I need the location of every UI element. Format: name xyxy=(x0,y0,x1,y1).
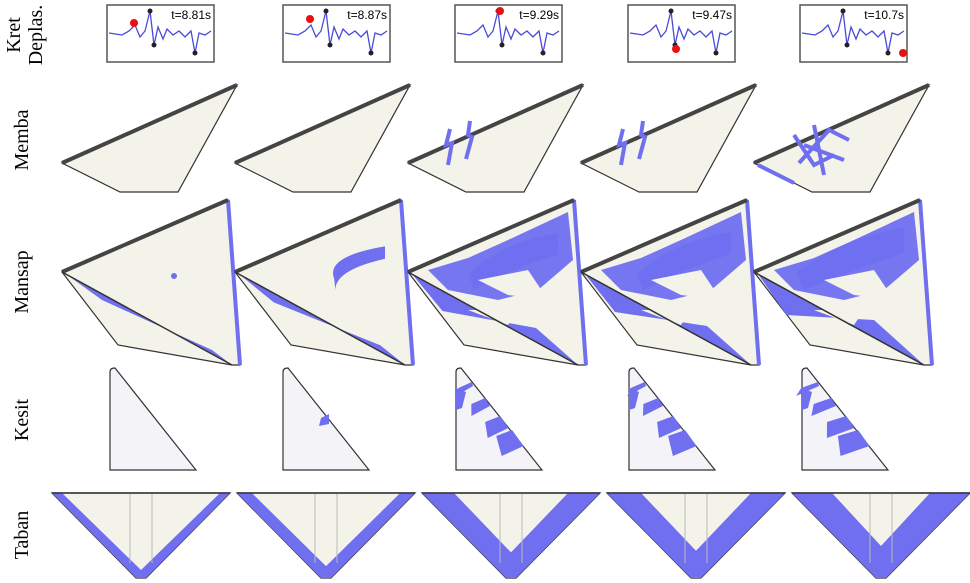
displacement-plot: t=9.47s xyxy=(628,5,735,62)
upstream-face xyxy=(581,85,756,192)
upstream-face xyxy=(754,85,929,192)
face xyxy=(62,200,240,365)
time-dot xyxy=(899,49,907,57)
base xyxy=(422,493,600,578)
peak-dot xyxy=(841,9,846,14)
section xyxy=(456,368,542,470)
displacement-plot: t=8.87s xyxy=(283,5,390,62)
upstream-face xyxy=(408,85,583,192)
time-dot xyxy=(130,19,138,27)
base xyxy=(237,493,415,578)
section xyxy=(627,368,715,470)
base xyxy=(792,493,970,578)
time-dot xyxy=(496,7,504,15)
base-shape xyxy=(52,493,230,578)
peak-dot xyxy=(500,43,505,48)
section xyxy=(110,368,196,470)
time-label: t=9.47s xyxy=(692,8,732,22)
downstream-face xyxy=(581,200,759,365)
section-shape xyxy=(110,368,196,470)
peak-dot xyxy=(324,9,329,14)
time-label: t=9.29s xyxy=(519,8,559,22)
peak-dot xyxy=(148,9,153,14)
downstream-face xyxy=(235,200,413,365)
face xyxy=(235,200,413,365)
peak-dot xyxy=(714,51,719,56)
damage xyxy=(171,273,177,279)
base xyxy=(52,493,230,578)
row-label: Deplas. xyxy=(25,5,47,66)
section xyxy=(283,368,369,470)
peak-dot xyxy=(328,43,333,48)
upstream-face xyxy=(62,85,237,192)
face xyxy=(408,85,583,192)
peak-dot xyxy=(845,43,850,48)
downstream-face xyxy=(754,200,932,365)
row-label: Kesit xyxy=(11,398,33,441)
time-label: t=10.7s xyxy=(864,8,904,22)
time-label: t=8.87s xyxy=(347,8,387,22)
time-dot xyxy=(306,15,314,23)
displacement-plot: t=9.29s xyxy=(455,5,562,62)
upstream-face xyxy=(235,85,410,192)
peak-dot xyxy=(369,51,374,56)
peak-dot xyxy=(193,51,198,56)
figure: KretDeplas. Memba Mansap Kesit Taban t=8.81s t… xyxy=(0,0,970,583)
face xyxy=(62,85,237,192)
displacement-plot: t=8.81s xyxy=(107,5,214,62)
base xyxy=(607,493,785,578)
peak-dot xyxy=(541,51,546,56)
peak-dot xyxy=(886,51,891,56)
row-label: Memba xyxy=(11,109,33,170)
peak-dot xyxy=(152,43,157,48)
row-label: Taban xyxy=(11,511,33,560)
time-dot xyxy=(672,45,680,53)
section xyxy=(796,368,888,470)
displacement-plot: t=10.7s xyxy=(800,5,907,62)
face xyxy=(235,85,410,192)
row-label: Kret xyxy=(3,17,25,53)
peak-dot xyxy=(669,9,674,14)
time-label: t=8.81s xyxy=(171,8,211,22)
face xyxy=(581,85,756,192)
downstream-face xyxy=(62,200,240,365)
row-label: Mansap xyxy=(11,250,33,313)
downstream-face xyxy=(408,200,586,365)
